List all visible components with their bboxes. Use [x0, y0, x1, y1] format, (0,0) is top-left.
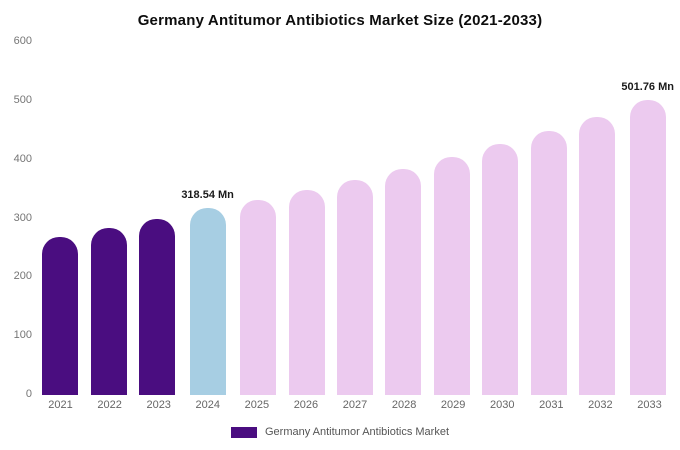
- bar: [189, 207, 226, 395]
- bar: [579, 117, 616, 395]
- bar: [90, 227, 127, 395]
- chart-title: Germany Antitumor Antibiotics Market Siz…: [137, 12, 543, 29]
- y-tick-label: 300: [13, 211, 32, 224]
- bar-column: [331, 42, 379, 395]
- legend-swatch-icon: [230, 426, 257, 438]
- x-tick-label: 2033: [637, 399, 662, 411]
- x-tick-label: 2022: [97, 399, 122, 411]
- x-tick-label: 2026: [293, 399, 319, 411]
- bar: [42, 237, 79, 395]
- bar-value-label: 501.76 Mn: [621, 80, 674, 93]
- bar-column: [36, 42, 84, 395]
- bar: [482, 143, 519, 395]
- bars-area: 318.54 Mn 501.76 Mn: [36, 42, 674, 395]
- legend: Germany Antitumor Antibiotics Market: [0, 426, 680, 438]
- bar-value-label: 318.54 Mn: [181, 188, 234, 201]
- bar: [385, 169, 422, 395]
- bar-column: [282, 42, 330, 395]
- x-tick-label: 2030: [490, 399, 515, 411]
- x-tick-label: 2028: [391, 399, 417, 411]
- y-tick-label: 0: [25, 388, 32, 400]
- bar-column: [573, 42, 621, 395]
- y-tick-label: 200: [13, 270, 32, 283]
- bar-column: 318.54 Mn: [181, 42, 234, 395]
- x-tick-label: 2029: [440, 399, 466, 411]
- bar-column: 501.76 Mn: [621, 42, 674, 395]
- plot-area: 0 100 200 300 400 500 600 318.54 Mn 501.76 Mn: [6, 35, 674, 400]
- bar: [288, 190, 325, 395]
- bar: [139, 219, 176, 395]
- bar: [629, 99, 666, 395]
- bar-column: [428, 42, 476, 395]
- bar-column: [133, 42, 181, 395]
- bar-column: [379, 42, 427, 395]
- bar-column: [476, 42, 524, 395]
- legend-label: Germany Antitumor Antibiotics Market: [264, 426, 449, 438]
- bar: [433, 157, 470, 395]
- x-axis: 2021 2022 2023 2024 2025 2026 2027 2028 2029 2030…: [36, 399, 674, 411]
- x-tick-label: 2023: [146, 399, 171, 411]
- bar-column: [84, 42, 132, 395]
- bar: [337, 179, 373, 395]
- x-tick-label: 2025: [244, 399, 270, 411]
- x-tick-label: 2032: [588, 399, 613, 411]
- bar: [240, 200, 277, 395]
- x-tick-label: 2021: [48, 399, 73, 411]
- y-tick-label: 400: [13, 152, 32, 165]
- y-axis: 0 100 200 300 400 500 600: [6, 35, 36, 400]
- bar: [530, 131, 567, 395]
- y-tick-label: 600: [13, 35, 32, 47]
- x-tick-label: 2024: [195, 399, 221, 411]
- x-tick-label: 2031: [539, 399, 564, 411]
- y-tick-label: 500: [13, 93, 32, 106]
- x-tick-label: 2027: [342, 399, 368, 411]
- bar-column: [525, 42, 573, 395]
- y-tick-label: 100: [13, 329, 32, 342]
- bar-column: [234, 42, 282, 395]
